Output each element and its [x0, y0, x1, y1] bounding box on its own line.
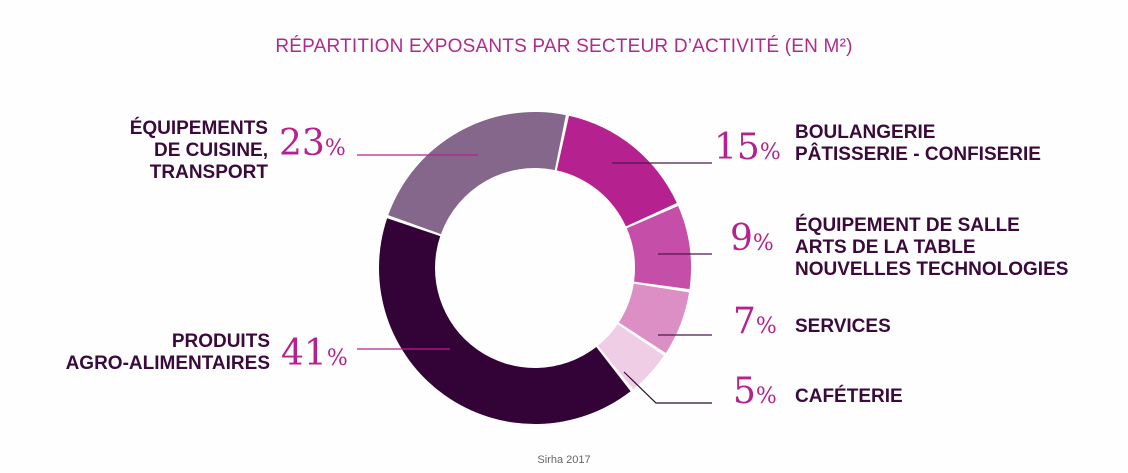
donut-slice-0 [556, 115, 677, 227]
label-line: BOULANGERIE [795, 122, 936, 143]
pct-cafeterie: 5% [733, 371, 777, 412]
label-line: SERVICES [795, 316, 891, 337]
donut-slice-5 [388, 112, 566, 235]
label-line: ÉQUIPEMENTS [129, 118, 268, 139]
label-services: SERVICES [795, 316, 891, 338]
label-line: AGRO-ALIMENTAIRES [65, 353, 270, 374]
label-cafeterie: CAFÉTERIE [795, 386, 903, 408]
label-line: DE CUISINE, [153, 140, 268, 161]
leader-line-cafeterie [623, 371, 712, 404]
label-line: ÉQUIPEMENT DE SALLE [795, 215, 1020, 236]
label-produits: PRODUITS AGRO-ALIMENTAIRES [40, 331, 270, 375]
pct-produits: 41% [281, 333, 348, 374]
pct-salle: 9% [730, 218, 774, 259]
source-note: Sirha 2017 [537, 454, 591, 466]
label-line: ARTS DE LA TABLE [795, 237, 976, 258]
donut-slice-4 [378, 218, 631, 425]
label-boulangerie: BOULANGERIE PÂTISSERIE - CONFISERIE [795, 122, 1041, 166]
pct-services: 7% [733, 301, 777, 342]
label-line: PRODUITS [171, 331, 270, 352]
chart-title: RÉPARTITION EXPOSANTS PAR SECTEUR D’ACTI… [275, 36, 853, 57]
donut-slice-2 [618, 283, 690, 353]
label-line: TRANSPORT [149, 162, 268, 183]
pct-boulangerie: 15% [714, 127, 781, 168]
pct-equipements: 23% [279, 123, 346, 164]
donut-slice-3 [597, 324, 665, 390]
label-equipements: ÉQUIPEMENTS DE CUISINE, TRANSPORT [60, 118, 268, 184]
label-salle: ÉQUIPEMENT DE SALLE ARTS DE LA TABLE NOU… [795, 215, 1068, 281]
label-line: NOUVELLES TECHNOLOGIES [795, 259, 1069, 280]
donut-slice-1 [626, 206, 691, 290]
label-line: CAFÉTERIE [795, 386, 903, 407]
label-line: PÂTISSERIE - CONFISERIE [795, 144, 1041, 165]
